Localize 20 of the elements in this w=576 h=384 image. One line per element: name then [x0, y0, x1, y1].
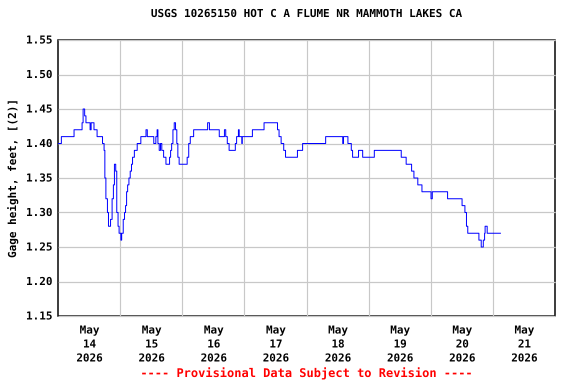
y-axis-title: Gage height, feet, [(2)]	[6, 99, 20, 258]
y-tick-label: 1.15	[26, 310, 52, 322]
text: ---- Provisional Data Subject to Revision ----	[139, 366, 474, 380]
x-tick-label: May 17 2026	[262, 324, 290, 364]
y-tick-label: 1.20	[26, 275, 52, 288]
x-tick-label: May 19 2026	[386, 324, 414, 364]
y-tick-label: 1.40	[26, 137, 52, 150]
chart-title: USGS 10265150 HOT C A FLUME NR MAMMOTH LAKES CA	[150, 7, 463, 20]
y-tick-label: 1.35	[26, 172, 52, 184]
x-tick-label: May 16 2026	[200, 324, 228, 364]
x-tick-label: May 14 2026	[76, 324, 104, 364]
x-tick-label: May 18 2026	[324, 324, 352, 364]
y-tick-label: 1.25	[26, 240, 52, 254]
x-tick-label: May 20 2026	[449, 324, 476, 364]
y-tick-label: 1.50	[26, 68, 52, 81]
x-tick-label: May 15 2026	[138, 324, 166, 364]
y-tick-label: 1.45	[26, 102, 52, 116]
x-tick-label: May 21 2026	[511, 324, 538, 364]
y-tick-label: 1.55	[26, 34, 52, 46]
y-tick-label: 1.30	[26, 206, 52, 219]
